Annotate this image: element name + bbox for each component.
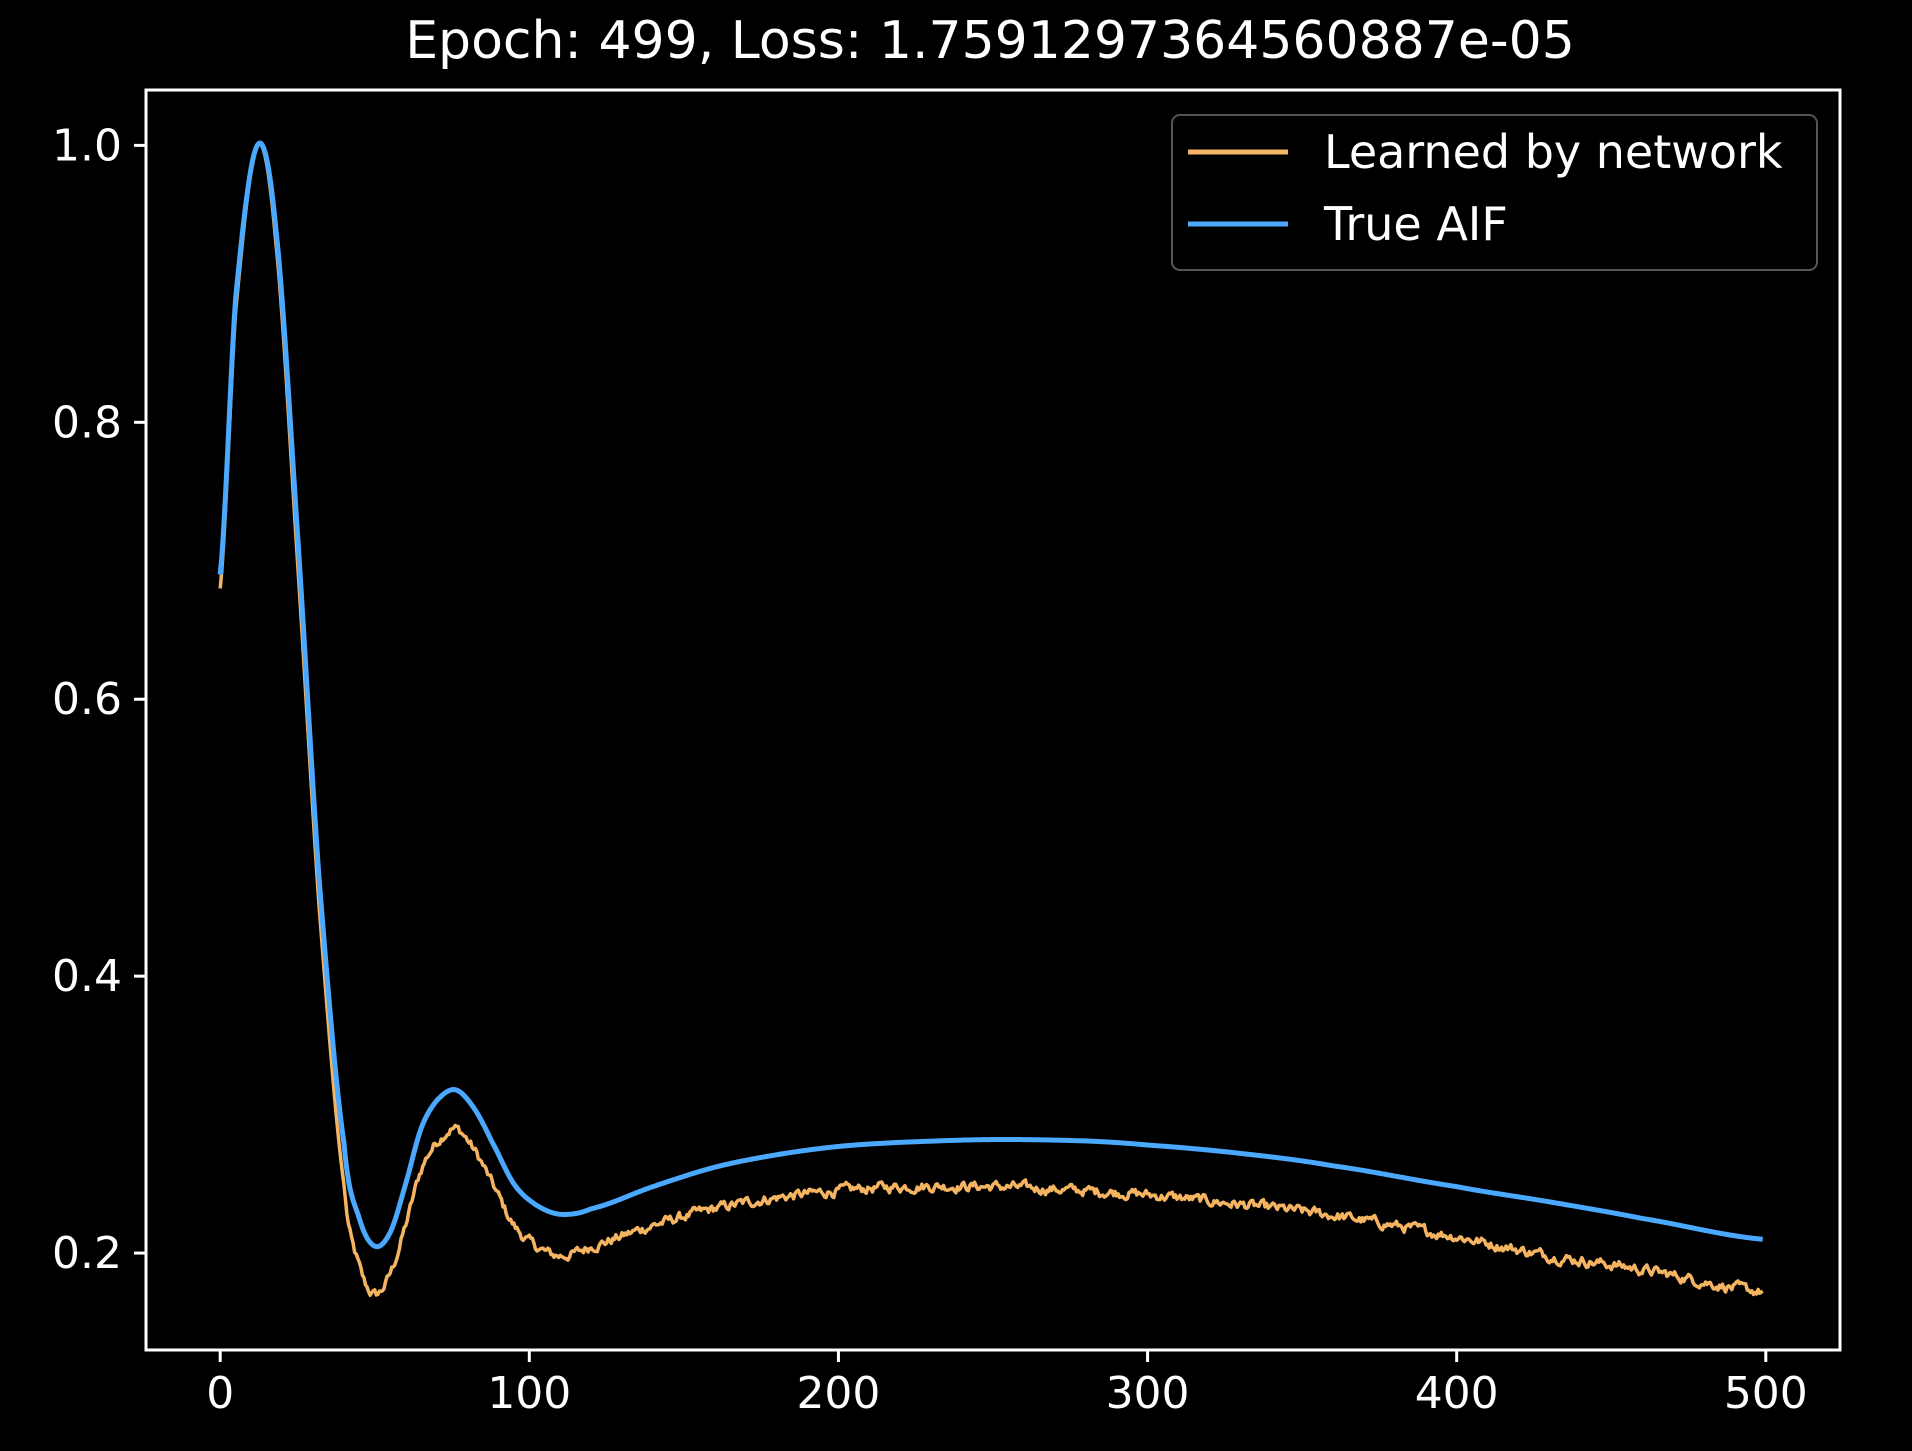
x-tick-label: 100 — [487, 1368, 571, 1419]
series-line-learned — [218, 141, 1764, 1297]
y-tick-label: 0.2 — [52, 1228, 122, 1279]
series-line-true-aif — [217, 140, 1764, 1250]
y-tick-label: 0.6 — [52, 674, 122, 725]
x-tick-label: 300 — [1106, 1368, 1190, 1419]
x-tick-label: 500 — [1724, 1368, 1808, 1419]
x-tick-label: 400 — [1415, 1368, 1499, 1419]
legend-label-true-aif: True AIF — [1323, 197, 1508, 251]
y-axis: 0.2 0.4 0.6 0.8 1.0 — [52, 120, 146, 1279]
x-axis: 0 100 200 300 400 500 — [206, 1350, 1808, 1419]
legend: Learned by network True AIF — [1171, 114, 1818, 271]
x-tick-label: 200 — [796, 1368, 880, 1419]
legend-box — [1171, 114, 1818, 271]
chart-title: Epoch: 499, Loss: 1.7591297364560887e-05 — [405, 11, 1575, 71]
y-tick-label: 1.0 — [52, 120, 122, 171]
x-tick-label: 0 — [206, 1368, 234, 1419]
series-layer — [217, 140, 1764, 1297]
y-tick-label: 0.8 — [52, 397, 122, 448]
y-tick-label: 0.4 — [52, 951, 122, 1002]
plot-frame — [144, 88, 1842, 1352]
legend-label-learned: Learned by network — [1324, 125, 1783, 179]
